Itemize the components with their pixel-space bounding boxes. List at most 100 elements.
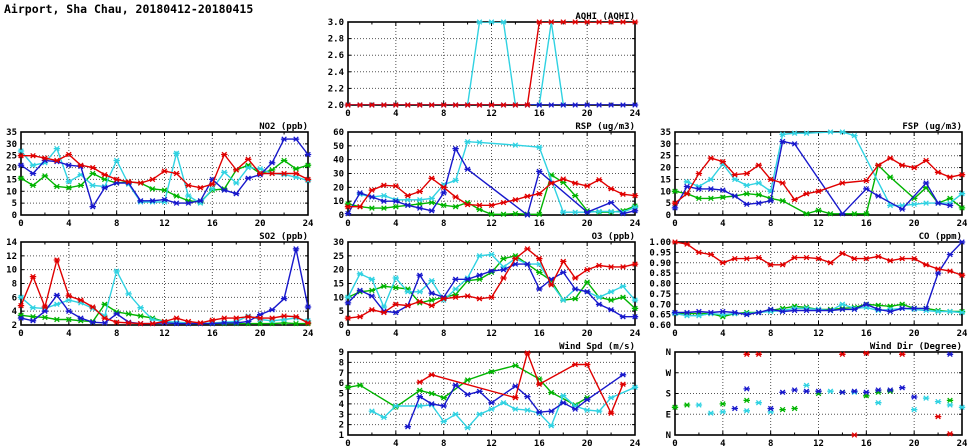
winddir-series-green xyxy=(671,388,954,413)
svg-text:9: 9 xyxy=(339,348,344,358)
winddir-plot: Wind Dir (Degree) 0 4 8 12 16 20 24 N ES W N xyxy=(666,341,968,447)
star-marker xyxy=(671,239,966,318)
svg-text:12: 12 xyxy=(159,329,170,339)
svg-text:0: 0 xyxy=(339,211,344,221)
windspd-series-green xyxy=(344,362,591,410)
svg-text:0: 0 xyxy=(345,329,350,339)
svg-text:15: 15 xyxy=(333,280,344,290)
svg-text:E: E xyxy=(666,410,671,420)
svg-text:W: W xyxy=(666,369,672,379)
svg-text:24: 24 xyxy=(303,329,314,339)
star-marker xyxy=(404,372,627,430)
svg-text:12: 12 xyxy=(486,109,497,119)
star-marker xyxy=(368,384,639,431)
star-marker xyxy=(344,246,639,321)
svg-text:20: 20 xyxy=(333,183,344,193)
svg-text:0.65: 0.65 xyxy=(649,311,671,321)
co-border xyxy=(674,241,963,326)
svg-text:24: 24 xyxy=(630,329,641,339)
svg-text:10: 10 xyxy=(6,187,17,197)
rsp-title: RSP (ug/m3) xyxy=(575,122,635,132)
co-title: CO (ppm) xyxy=(919,232,962,242)
star-marker xyxy=(671,239,966,278)
svg-text:14: 14 xyxy=(6,238,17,248)
svg-text:0.80: 0.80 xyxy=(649,280,671,290)
chart-o3: O3 (ppb) 0 4 8 12 16 20 24 0 5 10 15 20 25 30 xyxy=(327,232,642,340)
svg-text:35: 35 xyxy=(660,128,671,138)
svg-text:4: 4 xyxy=(66,329,72,339)
svg-text:S: S xyxy=(666,390,671,400)
chart-winddir: Wind Dir (Degree) 0 4 8 12 16 20 24 N E S W N xyxy=(654,341,969,447)
star-marker xyxy=(344,362,591,410)
svg-text:4: 4 xyxy=(393,439,399,447)
winddir-series-blue xyxy=(731,351,954,412)
no2-series-blue xyxy=(17,136,312,210)
co-series-red xyxy=(671,239,966,278)
co-labels: CO (ppm)0 4 8 12 16 20 240.600.650.700.750.800… xyxy=(649,232,968,339)
svg-text:0.60: 0.60 xyxy=(649,321,671,331)
svg-text:2: 2 xyxy=(339,421,344,431)
svg-text:5: 5 xyxy=(666,199,671,209)
svg-text:24: 24 xyxy=(630,109,641,119)
star-marker xyxy=(17,136,312,210)
svg-text:8: 8 xyxy=(768,329,773,339)
svg-text:4: 4 xyxy=(393,329,399,339)
windspd-grid xyxy=(348,352,635,435)
svg-text:4: 4 xyxy=(393,219,399,229)
star-marker xyxy=(17,145,312,206)
chart-fsp: FSP (ug/m3) 0 4 8 12 16 20 24 0 5 10 15 20 25 30 35 xyxy=(654,122,969,230)
o3-plot: O3 (ppb) 0 4 8 12 16 20 24 0 5 10 15 20 25 30 xyxy=(333,232,641,339)
svg-text:4: 4 xyxy=(12,307,18,317)
svg-text:0: 0 xyxy=(345,109,350,119)
svg-text:8: 8 xyxy=(339,358,344,368)
o3-grid xyxy=(348,242,635,325)
chart-no2: NO2 (ppb) 0 4 8 12 16 20 24 0 5 10 15 20 25 30 35 xyxy=(0,122,315,230)
chart-rsp: RSP (ug/m3) 0 4 8 12 16 20 24 0 10 20 30 40 50 60 xyxy=(327,122,642,230)
rsp-labels: RSP (ug/m3) 0 4 8 12 16 20 24 0 10 20 30 40 50 60 xyxy=(333,122,641,229)
winddir-border xyxy=(674,351,963,436)
winddir-grid xyxy=(675,352,962,435)
chart-windspd: Wind Spd (m/s) 0 4 8 12 16 20 24 1 2 3 4 5 6 7 8 9 xyxy=(327,341,642,447)
svg-text:5: 5 xyxy=(339,307,344,317)
svg-text:2.8: 2.8 xyxy=(328,35,344,45)
fsp-title: FSP (ug/m3) xyxy=(902,122,962,132)
star-marker xyxy=(671,138,954,217)
svg-text:24: 24 xyxy=(957,219,968,229)
o3-title: O3 (ppb) xyxy=(592,232,635,242)
svg-text:2.6: 2.6 xyxy=(328,51,344,61)
o3-border xyxy=(347,241,636,326)
svg-text:40: 40 xyxy=(333,156,344,166)
svg-text:0.70: 0.70 xyxy=(649,300,671,310)
chart-so2: SO2 (ppb) 0 4 8 12 16 20 24 2 4 6 8 10 12 14 xyxy=(0,232,315,340)
star-marker xyxy=(344,175,639,210)
svg-text:25: 25 xyxy=(6,152,17,162)
no2-series-red xyxy=(17,151,312,191)
svg-text:16: 16 xyxy=(861,219,872,229)
svg-text:12: 12 xyxy=(6,252,17,262)
svg-text:16: 16 xyxy=(207,219,218,229)
svg-text:24: 24 xyxy=(303,219,314,229)
rsp-plot: RSP (ug/m3) 0 4 8 12 16 20 24 0 10 20 30 40 50 60 xyxy=(333,122,641,229)
svg-text:20: 20 xyxy=(255,219,266,229)
svg-text:24: 24 xyxy=(630,219,641,229)
star-marker xyxy=(743,350,954,438)
windspd-series-blue xyxy=(404,372,627,430)
svg-text:0: 0 xyxy=(18,219,23,229)
windspd-title: Wind Spd (m/s) xyxy=(559,341,635,352)
star-marker xyxy=(344,19,639,108)
aqhi-plot: AQHI (AQHI) 0 4 8 12 16 20 24 2.0 2.2 2.4 2.6 2.8 3.0 xyxy=(328,12,641,119)
svg-text:0: 0 xyxy=(672,439,677,447)
svg-text:12: 12 xyxy=(813,219,824,229)
star-marker xyxy=(671,155,966,206)
svg-text:8: 8 xyxy=(12,280,17,290)
star-marker xyxy=(695,382,966,416)
svg-text:0: 0 xyxy=(666,211,671,221)
o3-series-red xyxy=(344,246,639,321)
svg-text:4: 4 xyxy=(720,439,726,447)
svg-text:16: 16 xyxy=(861,329,872,339)
svg-text:4: 4 xyxy=(339,400,345,410)
svg-text:16: 16 xyxy=(534,329,545,339)
